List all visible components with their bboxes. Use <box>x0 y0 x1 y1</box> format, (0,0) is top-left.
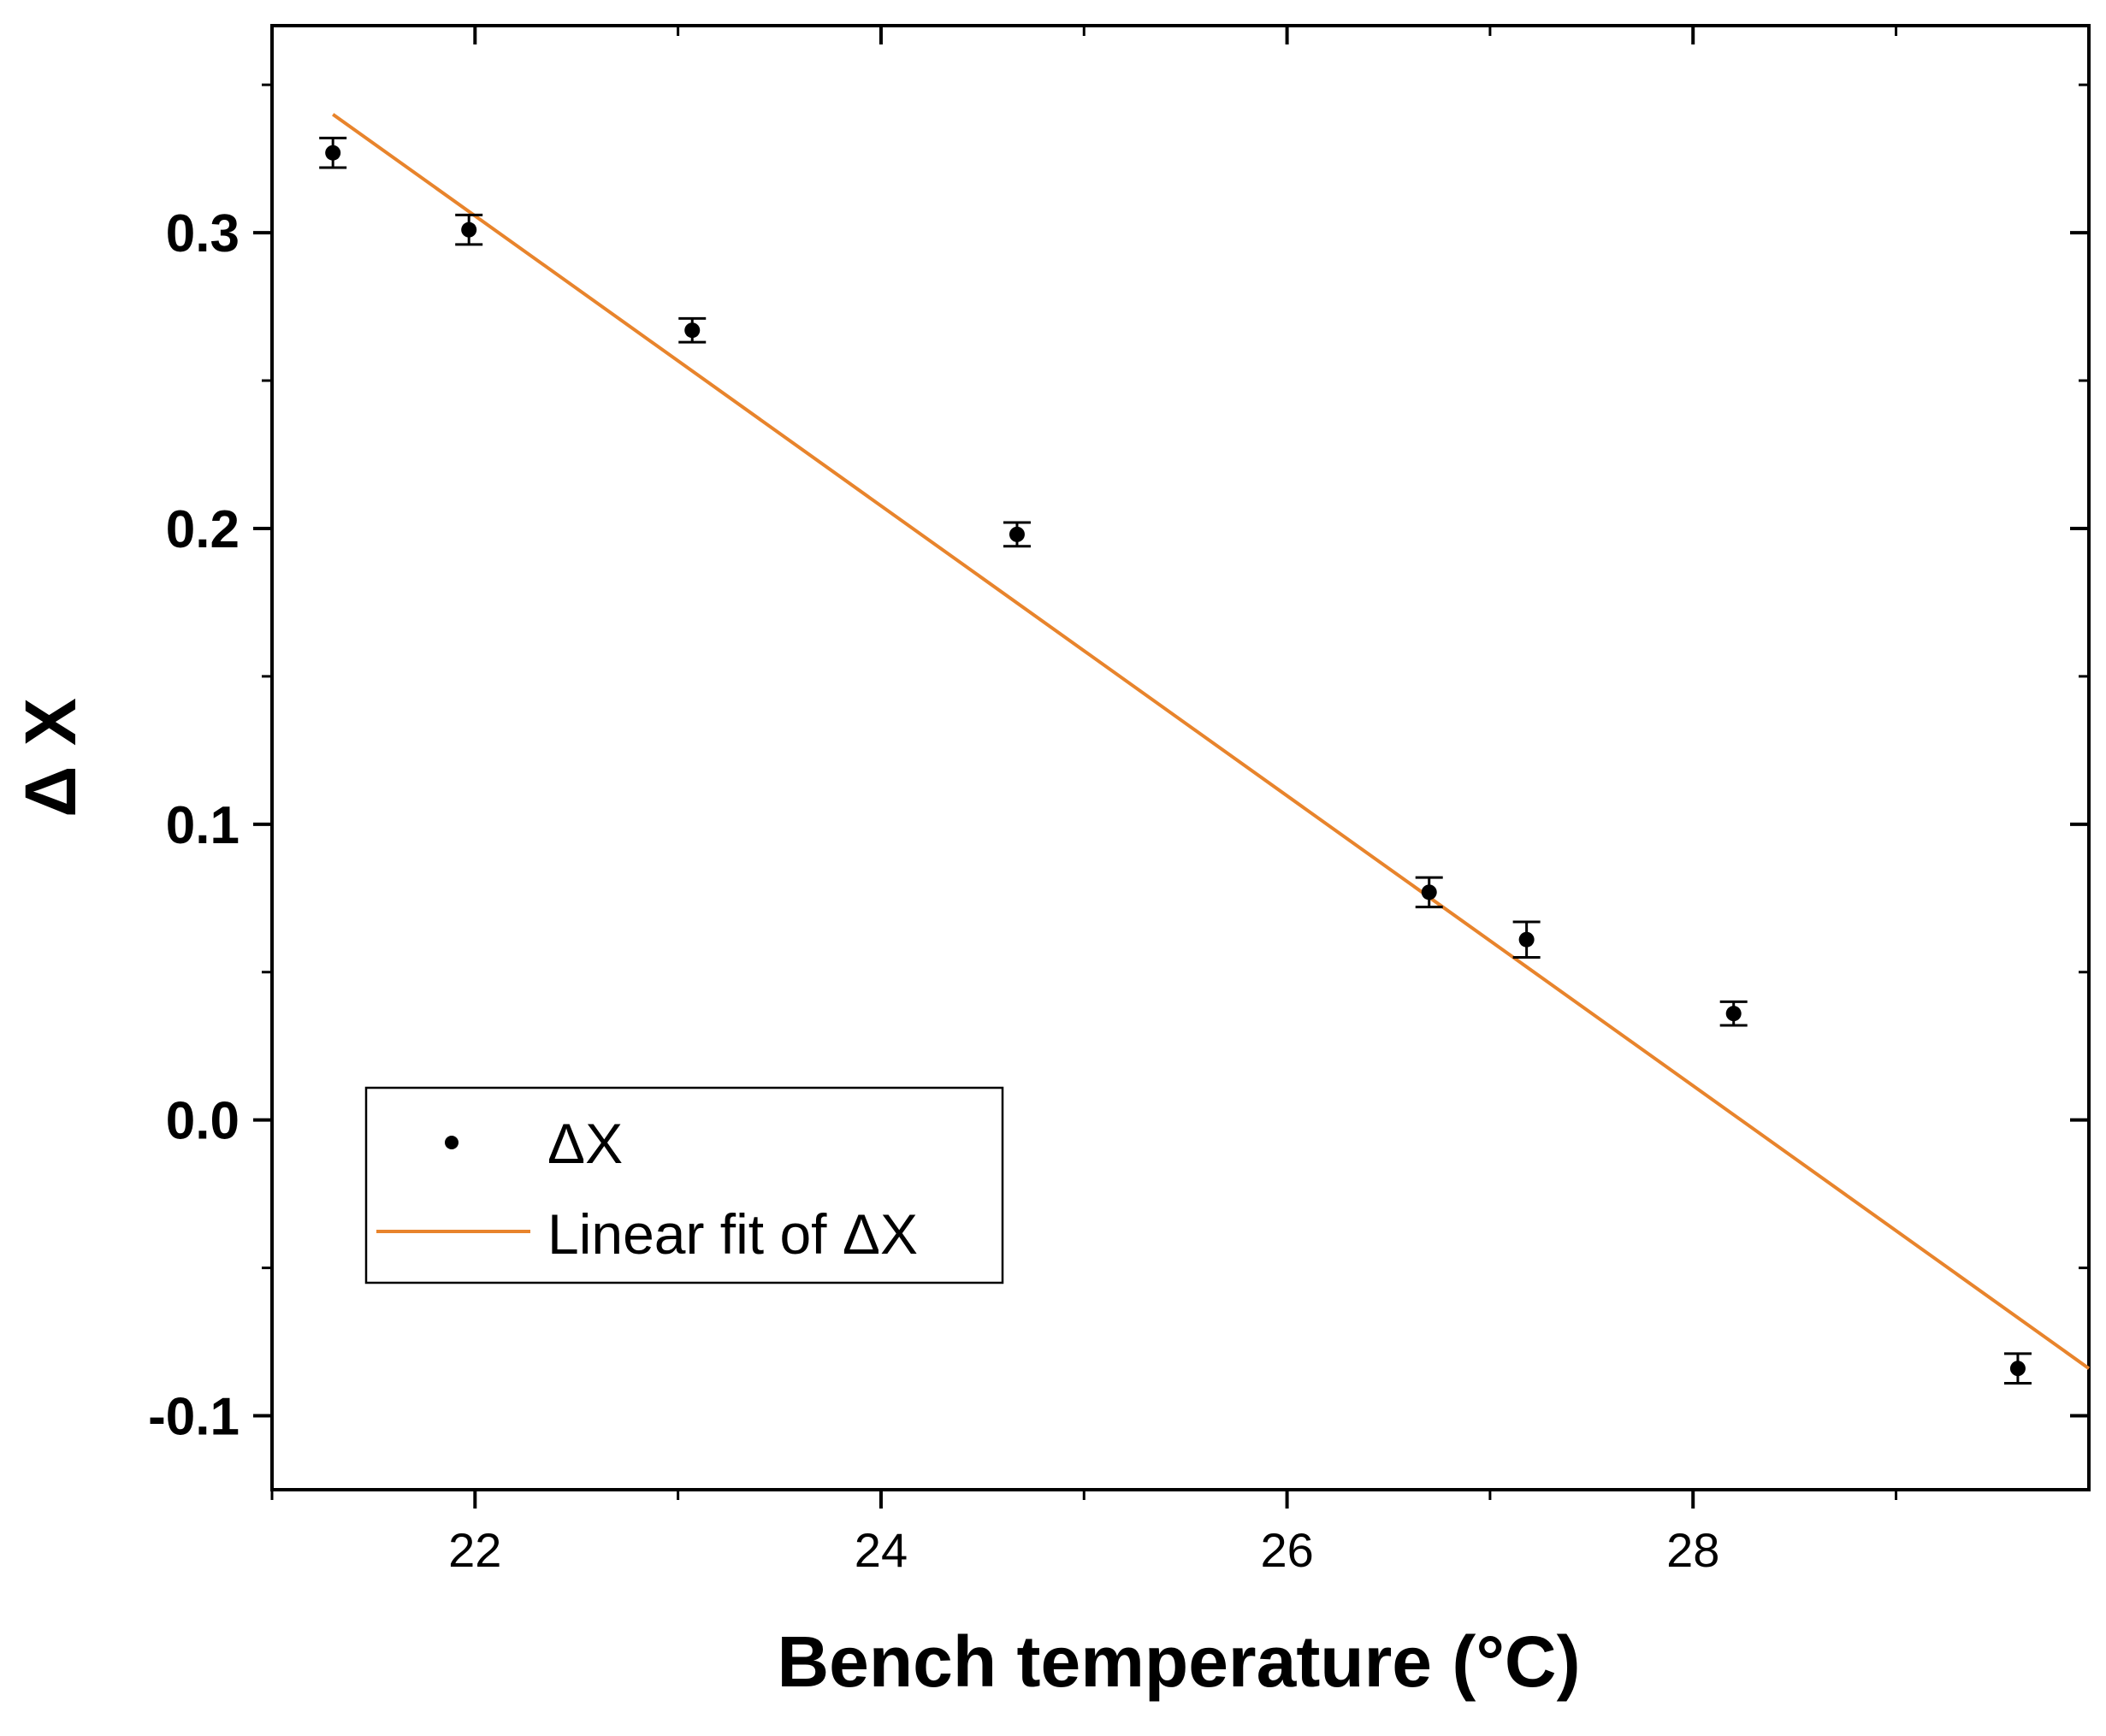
x-tick-label: 28 <box>1666 1523 1719 1577</box>
x-axis-title: Bench temperature (°C) <box>777 1621 1580 1702</box>
data-point <box>1009 526 1025 542</box>
y-axis-title: Δ X <box>10 698 91 818</box>
linear-fit-line <box>332 113 2091 1370</box>
plot-frame <box>270 24 2091 1491</box>
data-point <box>1421 884 1437 900</box>
axis-ticks <box>253 26 2089 1509</box>
y-tick-label: 0.0 <box>166 1092 240 1151</box>
y-tick-label: 0.1 <box>166 796 240 855</box>
data-point <box>684 322 701 339</box>
y-tick-label: -0.1 <box>148 1388 240 1447</box>
data-point <box>461 221 477 238</box>
legend-label-points: ΔX <box>547 1112 623 1175</box>
data-point <box>1725 1006 1742 1022</box>
x-tick-label: 24 <box>855 1523 908 1577</box>
legend: ΔX Linear fit of ΔX <box>364 1086 1004 1284</box>
fit-line-layer <box>332 113 2091 1370</box>
data-point <box>325 145 341 161</box>
axis-tick-labels: 22 24 26 28 -0.1 0.0 0.1 0.2 0.3 <box>148 204 1719 1577</box>
y-tick-label: 0.2 <box>166 500 240 559</box>
legend-marker-points <box>445 1136 458 1149</box>
y-tick-label: 0.3 <box>166 204 240 263</box>
data-point <box>2009 1361 2026 1377</box>
data-point <box>1518 931 1535 948</box>
x-tick-label: 26 <box>1260 1523 1313 1577</box>
legend-label-fit: Linear fit of ΔX <box>547 1202 918 1266</box>
data-points-layer <box>319 136 2032 1385</box>
legend-box <box>364 1086 1004 1284</box>
x-tick-label: 22 <box>448 1523 501 1577</box>
